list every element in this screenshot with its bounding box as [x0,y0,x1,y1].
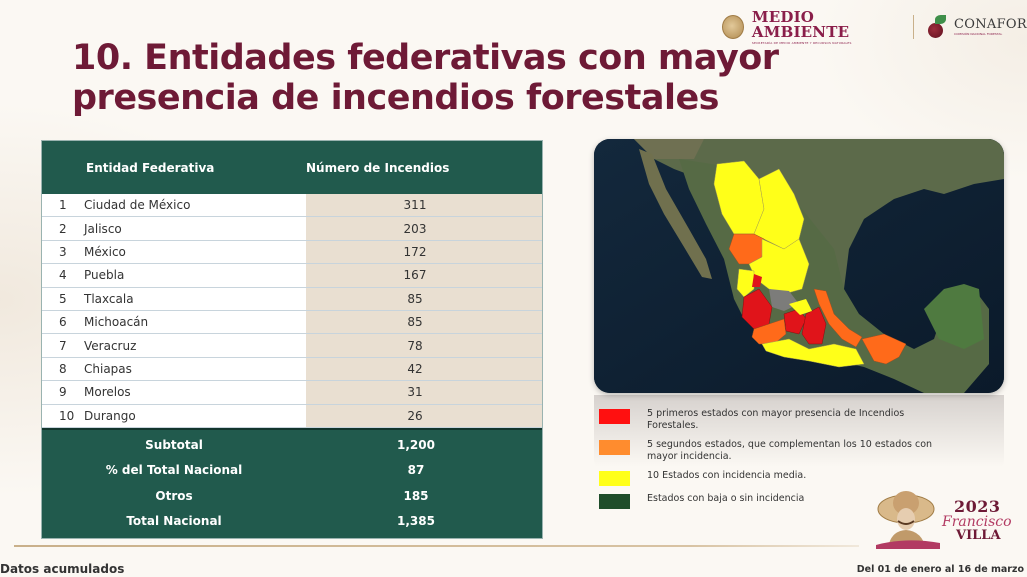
table-summary: Subtotal 1,200 % del Total Nacional 87 Otros… [42,427,542,538]
table-row: 1 Ciudad de México 311 [42,194,542,218]
summary-row: Subtotal 1,200 [42,432,542,458]
summary-row: Otros 185 [42,483,542,509]
row-entidad: Jalisco [84,221,122,236]
legend-label: 5 primeros estados con mayor presencia d… [647,408,905,431]
medio-ambiente-subtitle: SECRETARÍA DE MEDIO AMBIENTE Y RECURSOS … [751,40,852,45]
row-incendios: 26 [306,404,542,427]
row-incendios: 311 [306,194,542,217]
villa-year: 2023 [954,497,1001,516]
summary-value: 185 [403,488,429,503]
table-body: 1 Ciudad de México 311 2 Jalisco 203 3 México 17… [42,194,542,428]
row-rank: 3 [59,244,67,259]
footer-divider [14,545,859,547]
villa-portrait-icon [876,491,940,549]
legend-swatch-icon [599,440,630,455]
row-incendios: 85 [306,310,542,334]
legend-label: 10 Estados con incidencia media. [647,470,807,481]
row-rank: 5 [59,291,67,306]
legend-item: 10 Estados con incidencia media. [599,470,959,486]
row-entidad: Puebla [84,268,125,283]
legend-swatch-icon [599,494,630,509]
table-row: 5 Tlaxcala 85 [42,287,542,311]
conafor-logo: CONAFOR COMISIÓN NACIONAL FORESTAL [954,18,1027,36]
row-incendios: 172 [306,240,542,264]
map-legend: 5 primeros estados con mayor presencia d… [599,408,959,516]
incendios-table: Entidad Federativa Número de Incendios 1… [41,140,543,539]
table-row: 9 Morelos 31 [42,381,542,405]
medio-ambiente-logo: MEDIO AMBIENTE SECRETARÍA DE MEDIO AMBIE… [751,7,901,45]
row-incendios: 78 [306,334,542,357]
page-title-line2: presencia de incendios forestales [72,78,720,118]
legend-swatch-icon [599,409,630,424]
row-incendios: 42 [306,357,542,381]
footer-date-range: Del 01 de enero al 16 de marzo [856,564,1024,575]
legend-item: Estados con baja o sin incidencia [599,493,959,509]
map-reflection [594,395,1004,475]
row-incendios: 31 [306,381,542,404]
legend-item: 5 primeros estados con mayor presencia d… [599,408,959,432]
row-entidad: Veracruz [84,338,137,353]
mexico-fire-map [594,139,1004,393]
row-entidad: Tlaxcala [84,291,134,306]
table-row: 8 Chiapas 42 [42,357,542,382]
table-row: 4 Puebla 167 [42,264,542,288]
villa-name-last: VILLA [956,528,1001,543]
conafor-tree-icon [926,15,947,39]
table-row: 6 Michoacán 85 [42,310,542,335]
row-entidad: México [84,244,126,259]
table-row: 2 Jalisco 203 [42,217,542,241]
summary-value: 1,385 [397,514,435,529]
row-entidad: Chiapas [84,361,132,376]
footer-data-note: Datos acumulados [0,562,125,576]
legend-item: 5 segundos estados, que complementan los… [599,439,959,463]
legend-label: 5 segundos estados, que complementan los… [647,439,933,462]
summary-value: 1,200 [397,437,435,452]
conafor-title: CONAFOR [954,17,1027,32]
summary-label: % del Total Nacional [105,463,243,478]
row-rank: 10 [59,408,75,423]
legend-label: Estados con baja o sin incidencia [647,493,805,504]
summary-label: Total Nacional [126,514,222,529]
table-header: Entidad Federativa Número de Incendios [42,141,542,194]
villa-name-first: Francisco [942,514,1012,530]
francisco-villa-2023-logo: 2023 Francisco VILLA [872,485,1012,555]
row-rank: 7 [59,338,67,353]
row-entidad: Durango [84,408,136,423]
table-row: 7 Veracruz 78 [42,334,542,358]
row-rank: 6 [59,315,67,330]
header-logos: MEDIO AMBIENTE SECRETARÍA DE MEDIO AMBIE… [722,7,1027,45]
summary-row: Total Nacional 1,385 [42,508,542,534]
national-seal-icon [722,15,744,39]
row-incendios: 167 [306,264,542,287]
row-rank: 1 [59,198,67,213]
conafor-subtitle: COMISIÓN NACIONAL FORESTAL [954,32,1003,36]
row-rank: 9 [59,385,67,400]
row-entidad: Ciudad de México [84,198,191,213]
summary-label: Otros [155,488,193,503]
legend-swatch-icon [599,471,630,486]
logo-divider [913,15,915,39]
page-title: 10. Entidades federativas con mayor pres… [72,38,832,118]
summary-row: % del Total Nacional 87 [42,457,542,483]
medio-ambiente-title: MEDIO AMBIENTE [751,7,850,41]
table-row: 10 Durango 26 [42,404,542,428]
summary-label: Subtotal [145,437,203,452]
map-graphic [594,139,1004,393]
row-entidad: Morelos [84,385,131,400]
row-rank: 2 [59,221,67,236]
page-title-line1: 10. Entidades federativas con mayor [72,38,779,78]
row-rank: 4 [59,268,67,283]
summary-value: 87 [407,463,425,478]
column-header-entidad: Entidad Federativa [86,160,215,175]
table-row: 3 México 172 [42,240,542,265]
row-entidad: Michoacán [84,315,149,330]
row-rank: 8 [59,361,67,376]
column-header-incendios: Número de Incendios [306,160,450,175]
row-incendios: 203 [306,217,542,240]
row-incendios: 85 [306,287,542,310]
